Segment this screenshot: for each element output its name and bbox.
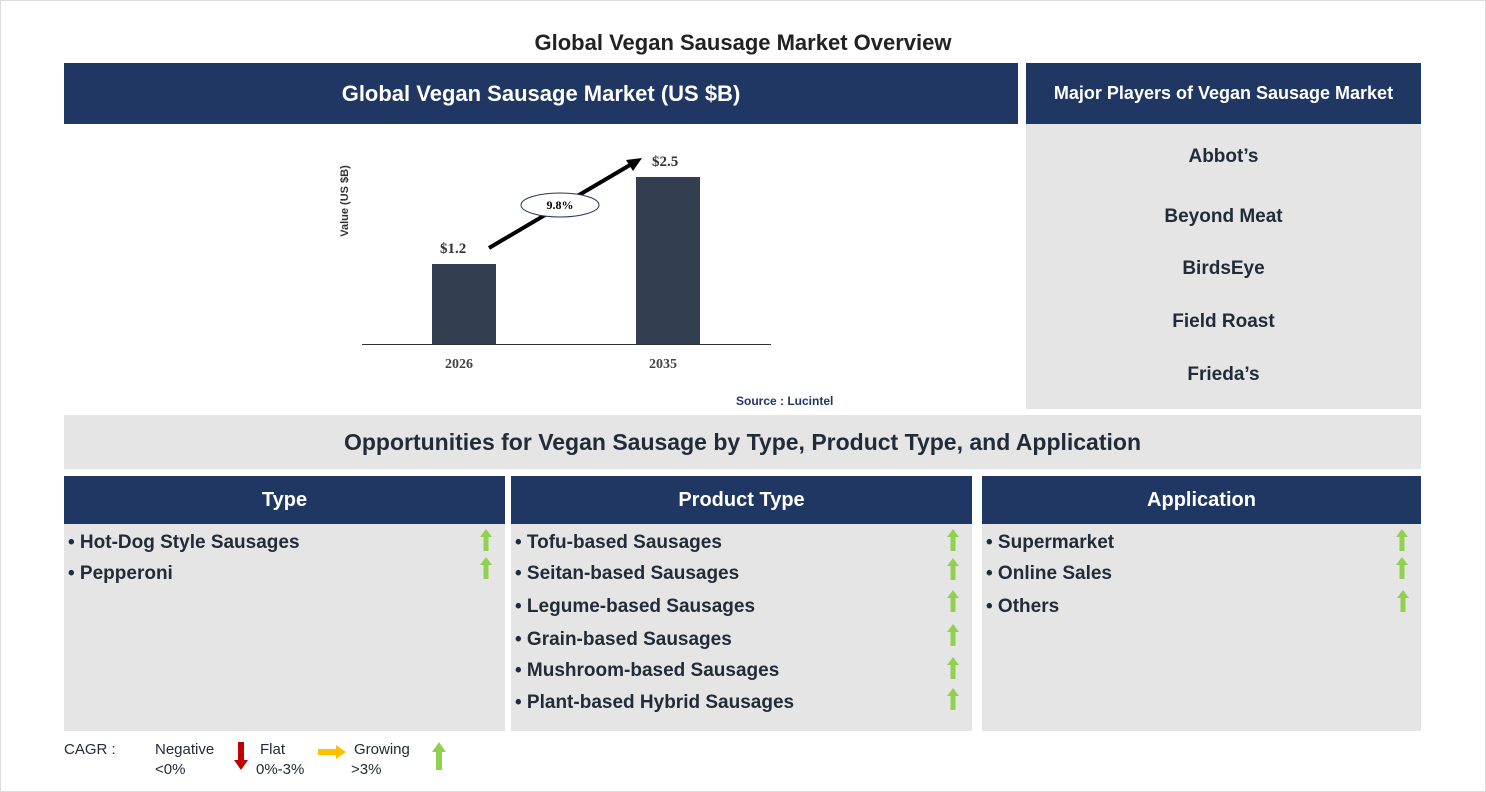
growing-arrow-icon — [480, 529, 492, 551]
list-item: • Plant-based Hybrid Sausages — [515, 692, 795, 713]
application-column-body: • Supermarket • Online Sales • Others — [982, 524, 1421, 731]
chart-header: Global Vegan Sausage Market (US $B) — [64, 63, 1018, 124]
product-type-column-header: Product Type — [511, 476, 972, 524]
value-label-2035: $2.5 — [652, 154, 679, 170]
list-item: • Hot-Dog Style Sausages — [68, 532, 300, 553]
page-title: Global Vegan Sausage Market Overview — [534, 30, 952, 55]
bar-chart: Value (US $B) $1.2 $2.5 2026 2035 9.8% — [330, 140, 790, 410]
type-column-header: Type — [64, 476, 505, 524]
negative-arrow-icon — [234, 742, 248, 770]
growing-arrow-icon — [947, 590, 959, 612]
opportunities-header: Opportunities for Vegan Sausage by Type,… — [64, 415, 1421, 469]
growing-arrow-icon — [947, 657, 959, 679]
legend-growing-name: Growing — [354, 741, 410, 758]
legend-flat-range: 0%-3% — [256, 761, 305, 778]
legend-negative-range: <0% — [155, 761, 186, 778]
player-item: Beyond Meat — [1164, 206, 1283, 227]
legend-flat-name: Flat — [260, 741, 286, 758]
list-item: • Online Sales — [986, 563, 1112, 584]
legend-label: CAGR : — [64, 741, 116, 758]
growing-arrow-icon — [432, 742, 446, 770]
cagr-legend: CAGR : Negative <0% Flat 0%-3% Growing >… — [0, 735, 500, 792]
cagr-label: 9.8% — [546, 198, 574, 212]
growing-arrow-icon — [947, 558, 959, 580]
growing-arrow-icon — [947, 529, 959, 551]
bar-2035 — [636, 177, 700, 344]
value-label-2026: $1.2 — [440, 241, 467, 257]
players-header: Major Players of Vegan Sausage Market — [1026, 63, 1421, 124]
player-item: Frieda’s — [1187, 364, 1260, 385]
product-type-column-body: • Tofu-based Sausages • Seitan-based Sau… — [511, 524, 972, 731]
flat-arrow-icon — [318, 745, 346, 759]
growing-arrow-icon — [1396, 557, 1408, 579]
growing-arrow-icon — [1397, 590, 1409, 612]
x-axis — [362, 344, 771, 345]
player-item: BirdsEye — [1182, 258, 1265, 279]
growing-arrow-icon — [947, 688, 959, 710]
growing-arrow-icon — [480, 557, 492, 579]
player-item: Abbot’s — [1188, 146, 1259, 167]
list-item: • Pepperoni — [68, 563, 173, 584]
list-item: • Grain-based Sausages — [515, 629, 732, 650]
cagr-arrow-icon — [487, 158, 642, 250]
list-item: • Mushroom-based Sausages — [515, 660, 780, 681]
list-item: • Tofu-based Sausages — [515, 532, 722, 553]
application-column-header: Application — [982, 476, 1421, 524]
bar-2026 — [432, 264, 496, 344]
list-item: • Legume-based Sausages — [515, 596, 756, 617]
source-label: Source : Lucintel — [736, 394, 834, 408]
list-item: • Others — [986, 596, 1060, 617]
player-item: Field Roast — [1172, 311, 1275, 332]
growing-arrow-icon — [1396, 529, 1408, 551]
growing-arrow-icon — [947, 624, 959, 646]
list-item: • Supermarket — [986, 532, 1115, 553]
x-tick-2026: 2026 — [445, 357, 473, 372]
players-list: Abbot’s Beyond Meat BirdsEye Field Roast… — [1026, 124, 1421, 409]
list-item: • Seitan-based Sausages — [515, 563, 740, 584]
legend-growing-range: >3% — [351, 761, 382, 778]
legend-negative-name: Negative — [155, 741, 215, 758]
x-tick-2035: 2035 — [649, 357, 677, 372]
type-column-body: • Hot-Dog Style Sausages • Pepperoni — [64, 524, 505, 731]
